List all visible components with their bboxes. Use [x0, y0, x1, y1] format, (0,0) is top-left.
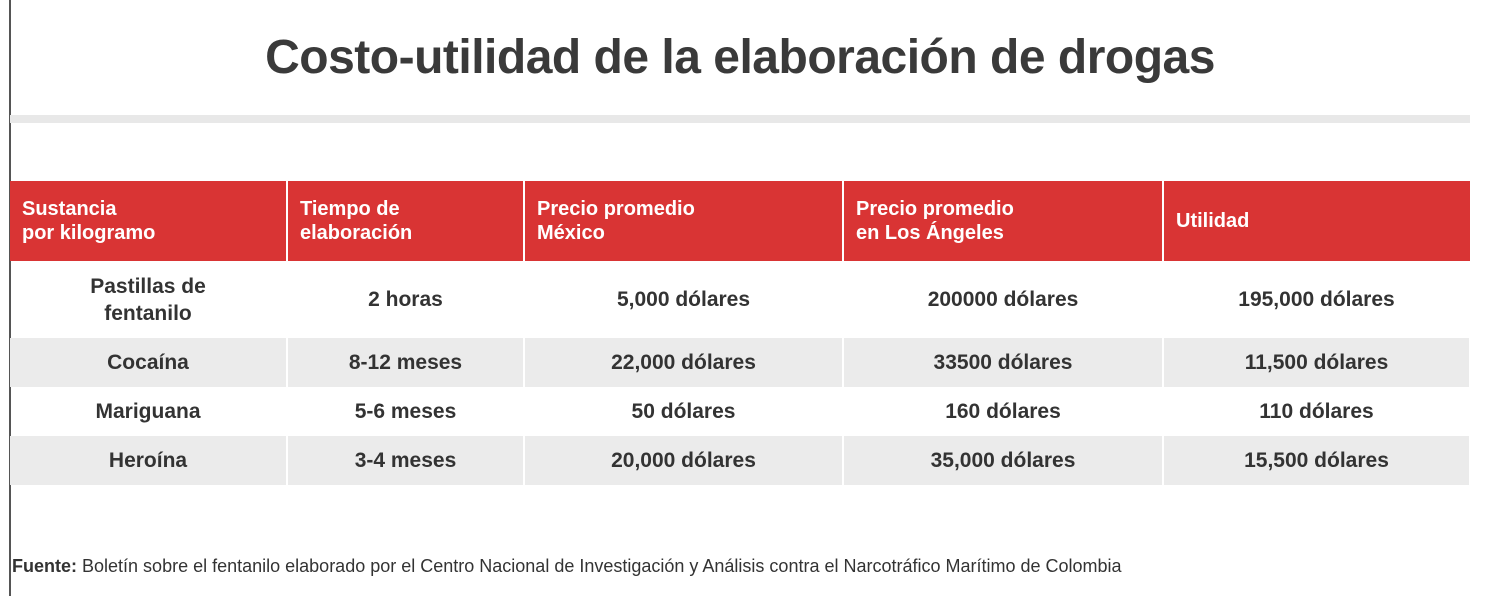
- table-cell: Mariguana: [10, 387, 288, 436]
- table-cell: 20,000 dólares: [524, 436, 844, 485]
- header-cell: Tiempo de elaboración: [287, 181, 525, 261]
- table-row: Cocaína 8-12 meses 22,000 dólares 33500 dól…: [10, 338, 1471, 387]
- header-cell: Utilidad: [1163, 181, 1470, 261]
- cell-text: 5-6 meses: [354, 399, 457, 423]
- header-cell: Precio promedio en Los Ángeles: [843, 181, 1164, 261]
- cell-text: 110 dólares: [1259, 399, 1374, 423]
- data-table: Sustancia por kilogramo Tiempo de elaboraci…: [10, 181, 1471, 485]
- table-cell: 200000 dólares: [843, 261, 1164, 338]
- cell-text: 50 dólares: [631, 399, 736, 423]
- table-cell: 8-12 meses: [287, 338, 525, 387]
- table-cell: 160 dólares: [843, 387, 1164, 436]
- cell-text: 22,000 dólares: [611, 350, 756, 374]
- table-cell: 11,500 dólares: [1163, 338, 1471, 387]
- cell-text: 35,000 dólares: [930, 448, 1076, 472]
- cell-text: Heroína: [108, 449, 188, 472]
- table-cell: 15,500 dólares: [1163, 436, 1471, 485]
- cell-text: Pastillas de fentanilo: [90, 274, 206, 325]
- cell-text: 195,000 dólares: [1238, 287, 1395, 311]
- cell-text: 5,000 dólares: [616, 287, 751, 311]
- table-cell: 50 dólares: [524, 387, 844, 436]
- table-cell: 5-6 meses: [287, 387, 525, 436]
- table-cell: 195,000 dólares: [1163, 261, 1471, 338]
- header-text: México: [537, 222, 605, 244]
- cell-text: 200000 dólares: [927, 287, 1079, 311]
- header-cell: Sustancia por kilogramo: [10, 181, 288, 261]
- header-text: Tiempo de: [300, 198, 400, 220]
- table-body: Pastillas de fentanilo 2 horas 5,000 dólar…: [10, 261, 1471, 485]
- header-text: elaboración: [300, 222, 413, 244]
- table-cell: 22,000 dólares: [524, 338, 844, 387]
- header-text: Precio promedio: [537, 198, 695, 220]
- header-text: en Los Ángeles: [856, 222, 1004, 244]
- table-cell: 2 horas: [287, 261, 525, 338]
- cell-text: Cocaína: [107, 351, 189, 374]
- cell-text: 160 dólares: [945, 399, 1061, 423]
- table-cell: 3-4 meses: [287, 436, 525, 485]
- table-cell: 110 dólares: [1163, 387, 1471, 436]
- table-cell: 5,000 dólares: [524, 261, 844, 338]
- cell-text: 8-12 meses: [348, 350, 463, 374]
- table-cell: 33500 dólares: [843, 338, 1164, 387]
- cell-text: 3-4 meses: [354, 448, 457, 472]
- cell-text: 15,500 dólares: [1244, 448, 1389, 472]
- source-text: Boletín sobre el fentanilo elaborado por…: [82, 556, 1122, 576]
- table-cell: Heroína: [10, 436, 288, 485]
- title: Costo-utilidad de la elaboración de drog…: [265, 31, 1215, 84]
- header-row: Sustancia por kilogramo Tiempo de elaboraci…: [10, 181, 1470, 261]
- table-cell: Pastillas de fentanilo: [10, 261, 288, 338]
- table-row: Mariguana 5-6 meses 50 dólares 160 dólares 1…: [10, 387, 1471, 436]
- header-text: Sustancia: [22, 198, 117, 220]
- cell-text: 2 horas: [368, 287, 443, 311]
- cell-text: 11,500 dólares: [1244, 350, 1389, 374]
- table-cell: Cocaína: [10, 338, 288, 387]
- table-row: Pastillas de fentanilo 2 horas 5,000 dólar…: [10, 261, 1471, 338]
- source-note: Fuente: Boletín sobre el fentanilo elabo…: [12, 556, 1122, 577]
- cell-text: 20,000 dólares: [611, 448, 756, 472]
- header-text: Utilidad: [1176, 210, 1250, 232]
- table-cell: 35,000 dólares: [843, 436, 1164, 485]
- header-text: Precio promedio: [856, 198, 1014, 220]
- title-rule: [10, 115, 1470, 123]
- header-cell: Precio promedio México: [524, 181, 844, 261]
- header-text: por kilogramo: [22, 222, 156, 244]
- source-label: Fuente:: [12, 556, 77, 576]
- table-row: Heroína 3-4 meses 20,000 dólares 35,000 dól…: [10, 436, 1471, 485]
- cell-text: 33500 dólares: [933, 350, 1073, 374]
- cell-text: Mariguana: [95, 400, 201, 423]
